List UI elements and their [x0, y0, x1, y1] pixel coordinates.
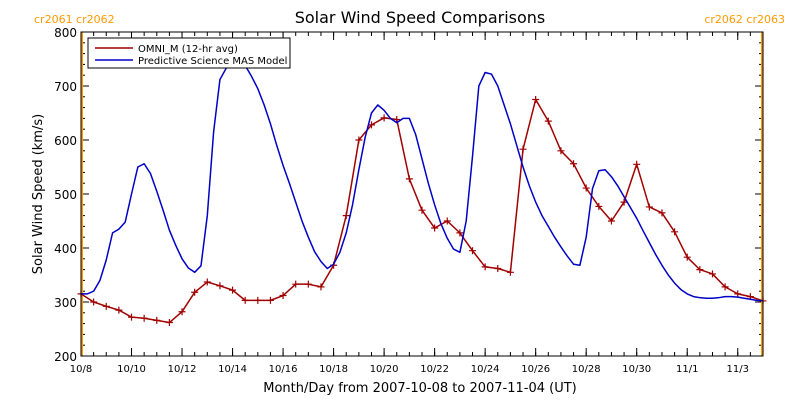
omni-data-point — [658, 209, 666, 217]
model-series-line — [81, 60, 764, 302]
omni-data-point — [431, 224, 439, 232]
y-tick-label: 300 — [54, 296, 77, 310]
x-tick-label: 10/24 — [471, 364, 500, 375]
x-tick-label: 10/14 — [218, 364, 247, 375]
x-tick-label: 10/28 — [572, 364, 601, 375]
omni-data-point — [279, 292, 287, 300]
rotation-label-right: cr2062 cr2063 — [704, 13, 785, 26]
legend-label-omni: OMNI_M (12-hr avg) — [138, 44, 238, 55]
x-tick-label: 10/30 — [622, 364, 651, 375]
omni-data-point — [203, 278, 211, 286]
x-tick-label: 10/10 — [117, 364, 146, 375]
x-tick-label: 10/18 — [319, 364, 348, 375]
omni-data-point — [140, 314, 148, 322]
omni-data-point — [229, 286, 237, 294]
series-layer — [77, 60, 767, 327]
omni-data-point — [607, 217, 615, 225]
omni-data-point — [683, 253, 691, 261]
omni-data-point — [696, 266, 704, 274]
rotation-label-left: cr2061 cr2062 — [34, 13, 115, 26]
y-tick-label: 800 — [54, 26, 77, 40]
omni-data-point — [90, 298, 98, 306]
omni-data-point — [165, 319, 173, 327]
omni-data-point — [570, 160, 578, 168]
ticks-layer: 200 300 400 500 600 700 800 10/8 10/10 10/12 10/14… — [54, 26, 764, 375]
omni-data-point — [418, 206, 426, 214]
legend: OMNI_M (12-hr avg) Predictive Science MA… — [87, 37, 291, 69]
omni-data-point — [355, 136, 363, 144]
omni-data-point — [342, 212, 350, 220]
x-tick-label: 11/3 — [727, 364, 749, 375]
omni-data-point — [128, 313, 136, 321]
omni-data-point — [153, 316, 161, 324]
chart-title: Solar Wind Speed Comparisons — [295, 8, 546, 27]
omni-data-point — [266, 296, 274, 304]
omni-data-point — [443, 217, 451, 225]
omni-data-point — [708, 270, 716, 278]
x-tick-label: 10/26 — [521, 364, 550, 375]
x-tick-label: 10/20 — [370, 364, 399, 375]
omni-data-point — [241, 296, 249, 304]
omni-data-point — [506, 268, 514, 276]
omni-data-point — [633, 160, 641, 168]
x-tick-label: 10/16 — [269, 364, 298, 375]
omni-data-point — [216, 282, 224, 290]
omni-data-point — [178, 308, 186, 316]
plot-frame — [80, 31, 764, 357]
x-tick-label: 11/1 — [676, 364, 698, 375]
omni-data-point — [595, 202, 603, 210]
omni-data-point — [645, 203, 653, 211]
omni-data-point — [254, 296, 262, 304]
y-tick-label: 700 — [54, 80, 77, 94]
omni-data-point — [456, 229, 464, 237]
x-tick-label: 10/8 — [70, 364, 92, 375]
omni-data-point — [721, 283, 729, 291]
omni-data-point — [102, 302, 110, 310]
y-tick-label: 200 — [54, 350, 77, 364]
y-axis-label: Solar Wind Speed (km/s) — [31, 114, 46, 274]
omni-data-point — [304, 280, 312, 288]
x-axis-label: Month/Day from 2007-10-08 to 2007-11-04 … — [263, 381, 576, 396]
y-tick-label: 400 — [54, 242, 77, 256]
omni-data-point — [317, 283, 325, 291]
rotation-markers — [81, 32, 763, 356]
omni-data-point — [734, 290, 742, 298]
omni-data-point — [582, 184, 590, 192]
omni-data-point — [292, 280, 300, 288]
legend-label-model: Predictive Science MAS Model — [138, 56, 287, 67]
omni-data-point — [191, 288, 199, 296]
omni-data-point — [405, 175, 413, 183]
x-tick-label: 10/12 — [168, 364, 197, 375]
omni-data-point — [671, 228, 679, 236]
omni-data-point — [519, 145, 527, 153]
x-tick-label: 10/22 — [420, 364, 449, 375]
omni-data-point — [532, 96, 540, 103]
omni-data-point — [469, 247, 477, 255]
legend-box — [87, 37, 291, 69]
omni-data-point — [544, 117, 552, 125]
omni-data-point — [380, 114, 388, 122]
y-tick-label: 600 — [54, 134, 77, 148]
omni-data-point — [481, 263, 489, 271]
omni-data-point — [115, 306, 123, 314]
y-tick-label: 500 — [54, 188, 77, 202]
omni-data-point — [557, 147, 565, 155]
omni-data-point — [494, 265, 502, 273]
